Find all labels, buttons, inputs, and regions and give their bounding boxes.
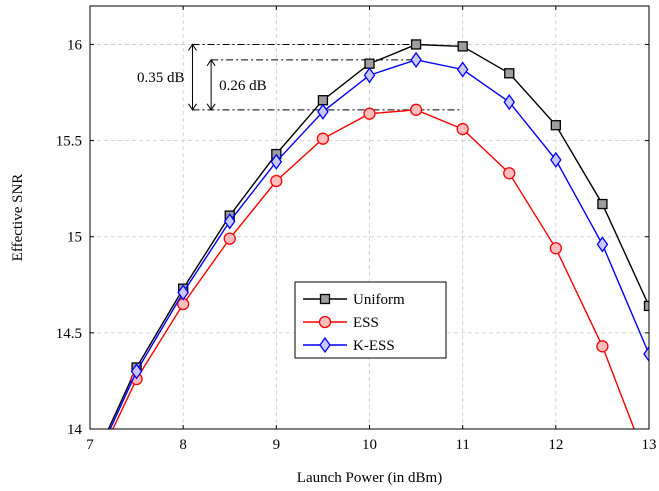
series-uniform — [107, 39, 649, 429]
data-point-uniform — [410, 39, 422, 50]
y-tick-label: 14 — [67, 422, 83, 438]
y-tick-label: 16 — [67, 37, 83, 53]
x-tick-label: 10 — [362, 437, 377, 453]
data-point-uniform — [457, 41, 468, 52]
x-tick-label: 7 — [86, 437, 94, 453]
x-tick-label: 11 — [455, 437, 469, 453]
legend: Uniform ESS K-ESS — [294, 281, 447, 359]
x-tick-label: 12 — [548, 437, 563, 453]
plot-frame — [89, 5, 650, 430]
data-point-uniform — [643, 300, 649, 312]
data-point-uniform — [317, 95, 329, 106]
legend-label-ess: ESS — [353, 315, 379, 331]
data-point-k-ess — [456, 61, 469, 78]
annotation-arrow-head-top — [188, 43, 197, 51]
data-point-ess — [456, 122, 469, 136]
data-point-ess — [596, 340, 609, 353]
data-point-k-ess — [643, 345, 649, 363]
annotation-arrow-head-top — [206, 58, 216, 67]
tick-layer: 7 8 9 10 11 12 13 14 14.5 15 15.5 16 — [56, 6, 657, 453]
data-point-uniform — [504, 68, 515, 79]
data-point-k-ess — [596, 236, 609, 253]
x-tick-label: 9 — [273, 437, 281, 453]
y-tick-label: 15.5 — [56, 134, 82, 150]
data-point-uniform — [550, 120, 561, 131]
series-k-ess — [109, 51, 649, 429]
annotation-label: 0.35 dB — [137, 70, 185, 86]
y-tick-label: 15 — [67, 230, 82, 246]
data-point-uniform — [597, 198, 608, 210]
data-point-uniform — [364, 58, 375, 69]
data-point-k-ess — [177, 284, 189, 301]
data-point-ess — [223, 232, 236, 245]
data-point-ess — [503, 167, 516, 180]
data-point-k-ess — [410, 51, 422, 68]
data-point-k-ess — [317, 103, 329, 120]
y-tick-label: 14.5 — [56, 326, 82, 342]
data-point-ess — [270, 174, 283, 188]
annotation-layer: 0.35 dB 0.26 dB — [137, 43, 267, 111]
data-point-ess — [316, 132, 330, 145]
series-ess — [112, 103, 635, 429]
data-point-k-ess — [130, 363, 143, 380]
data-point-k-ess — [503, 94, 516, 111]
data-point-ess — [409, 103, 423, 116]
data-point-ess — [363, 107, 376, 120]
data-point-ess — [549, 242, 562, 255]
x-axis-title: Launch Power (in dBm) — [297, 470, 442, 486]
legend-label-k-ess: K-ESS — [353, 338, 395, 354]
annotation-arrow-head-bottom — [206, 103, 216, 111]
data-point-k-ess — [270, 153, 283, 170]
data-point-k-ess — [223, 213, 236, 230]
x-tick-label: 8 — [179, 437, 187, 453]
legend-marker-uniform — [319, 293, 331, 305]
legend-marker-k-ess — [319, 336, 331, 354]
legend-label-uniform: Uniform — [353, 292, 405, 308]
data-point-k-ess — [363, 67, 376, 84]
y-axis-title: Effective SNR — [10, 174, 26, 262]
annotation-arrow-head-bottom — [188, 103, 197, 111]
data-point-k-ess — [550, 151, 562, 168]
x-tick-label: 13 — [642, 437, 657, 453]
annotation-label: 0.26 dB — [219, 78, 267, 94]
legend-marker-ess — [318, 315, 332, 329]
series-layer — [107, 39, 649, 429]
